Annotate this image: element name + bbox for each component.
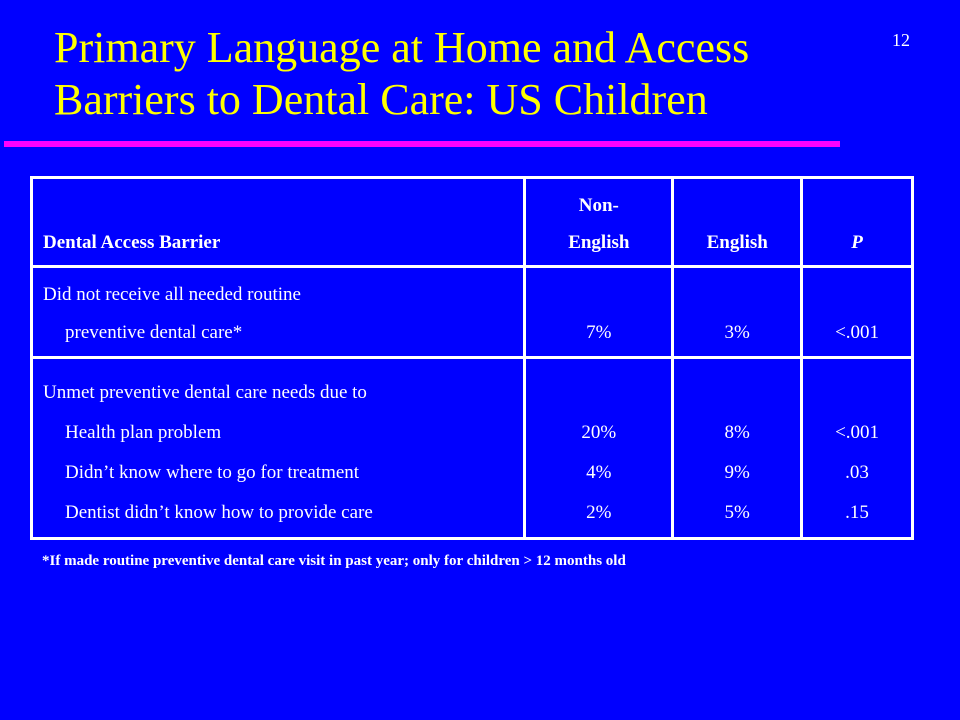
row2-item2-english: 9% — [724, 462, 750, 483]
row2-english: 8% 9% 5% — [671, 356, 804, 540]
row1-label: Did not receive all needed routine preve… — [29, 265, 527, 359]
header-p-value: P — [800, 176, 914, 268]
row2-item2-label: Didn’t know where to go for treatment — [65, 462, 360, 483]
header-barrier: Dental Access Barrier — [29, 176, 527, 268]
row2-label: Unmet preventive dental care needs due t… — [29, 356, 527, 540]
row1-non-english: 7% — [523, 265, 675, 359]
row1-label-line1: Did not receive all needed routine — [43, 284, 301, 305]
table-header-row: Dental Access Barrier Non- English Engli… — [29, 176, 914, 268]
slide-title: Primary Language at Home and Access Barr… — [54, 22, 874, 126]
header-non-english: Non- English — [523, 176, 675, 268]
header-non-english-line1: Non- — [578, 195, 619, 216]
row2-item1-label: Health plan problem — [65, 422, 222, 443]
row2-item2-non-english: 4% — [586, 462, 612, 483]
barriers-table: Dental Access Barrier Non- English Engli… — [29, 176, 914, 540]
row2-item3-label: Dentist didn’t know how to provide care — [65, 502, 373, 523]
row2-item3-non-english: 2% — [586, 502, 612, 523]
row2-non-english: 20% 4% 2% — [523, 356, 675, 540]
row2-item3-english: 5% — [724, 502, 750, 523]
table-row: Did not receive all needed routine preve… — [29, 265, 914, 359]
table-row: Unmet preventive dental care needs due t… — [29, 356, 914, 540]
row1-label-line2: preventive dental care* — [65, 322, 243, 343]
title-line-2: Barriers to Dental Care: US Children — [54, 75, 708, 124]
row2-p-value: <.001 .03 .15 — [800, 356, 914, 540]
row2-heading: Unmet preventive dental care needs due t… — [43, 382, 367, 403]
row1-p-value: <.001 — [800, 265, 914, 359]
slide-number: 12 — [892, 30, 910, 50]
title-underline — [4, 141, 840, 147]
header-non-english-line2: English — [568, 232, 630, 253]
row2-item1-p-value: <.001 — [835, 422, 880, 443]
row2-item3-p-value: .15 — [845, 502, 869, 523]
row2-item2-p-value: .03 — [845, 462, 869, 483]
row2-item1-non-english: 20% — [581, 422, 617, 443]
row1-english: 3% — [671, 265, 804, 359]
footnote: *If made routine preventive dental care … — [42, 553, 626, 569]
title-line-1: Primary Language at Home and Access — [54, 23, 750, 72]
row2-item1-english: 8% — [724, 422, 750, 443]
header-english: English — [671, 176, 804, 268]
